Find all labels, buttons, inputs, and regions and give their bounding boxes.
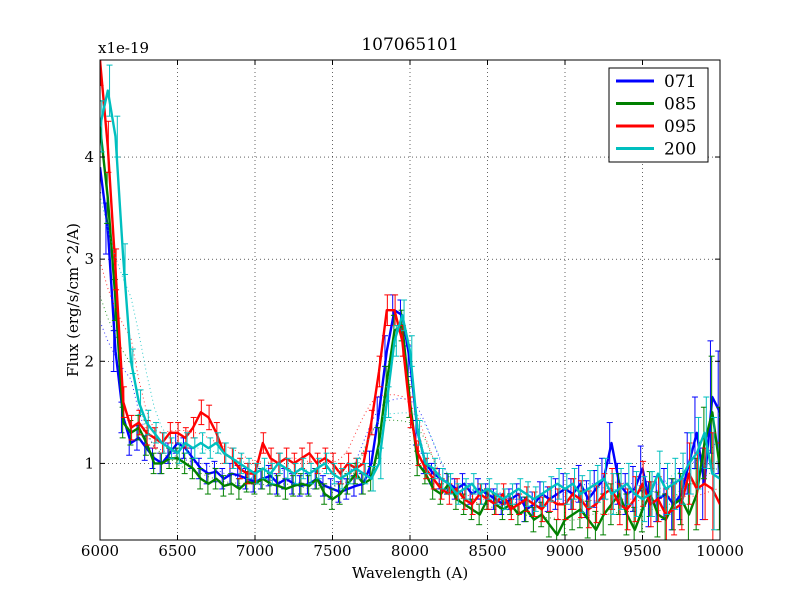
legend-box <box>608 67 709 163</box>
legend-label-200: 200 <box>664 140 696 160</box>
x-tick-label: 6500 <box>158 542 196 560</box>
data-series <box>100 60 720 540</box>
series-200-smooth <box>100 194 720 495</box>
series-095-smooth <box>100 261 720 504</box>
x-tick-label: 9000 <box>546 542 584 560</box>
series-200-line <box>100 89 720 501</box>
y-tick-label: 4 <box>84 148 94 166</box>
x-tick-label: 8500 <box>468 542 506 560</box>
y-tick-label: 2 <box>84 352 94 370</box>
y-axis-label: Flux (erg/s/cm^2/A) <box>64 223 82 377</box>
x-tick-label: 10000 <box>696 542 744 560</box>
y-tick-label: 3 <box>84 250 94 268</box>
x-tick-label: 9500 <box>623 542 661 560</box>
y-scale-label: x1e-19 <box>98 39 149 57</box>
x-axis-label: Wavelength (A) <box>352 564 468 582</box>
series-085-smooth <box>100 295 720 522</box>
x-tick-label: 7500 <box>313 542 351 560</box>
axis-ticks: 6000 6500 7000 7500 8000 8500 9000 9500 10000 1 2 3… <box>81 60 744 560</box>
series-095-line <box>100 60 720 516</box>
legend-label-071: 071 <box>664 72 696 92</box>
chart-title: 107065101 <box>361 35 458 55</box>
x-tick-label: 8000 <box>391 542 429 560</box>
series-200 <box>100 64 720 540</box>
legend-label-095: 095 <box>664 117 696 137</box>
x-tick-label: 7000 <box>236 542 274 560</box>
y-tick-label: 1 <box>84 454 94 472</box>
legend-label-085: 085 <box>664 95 696 115</box>
x-tick-label: 6000 <box>81 542 119 560</box>
